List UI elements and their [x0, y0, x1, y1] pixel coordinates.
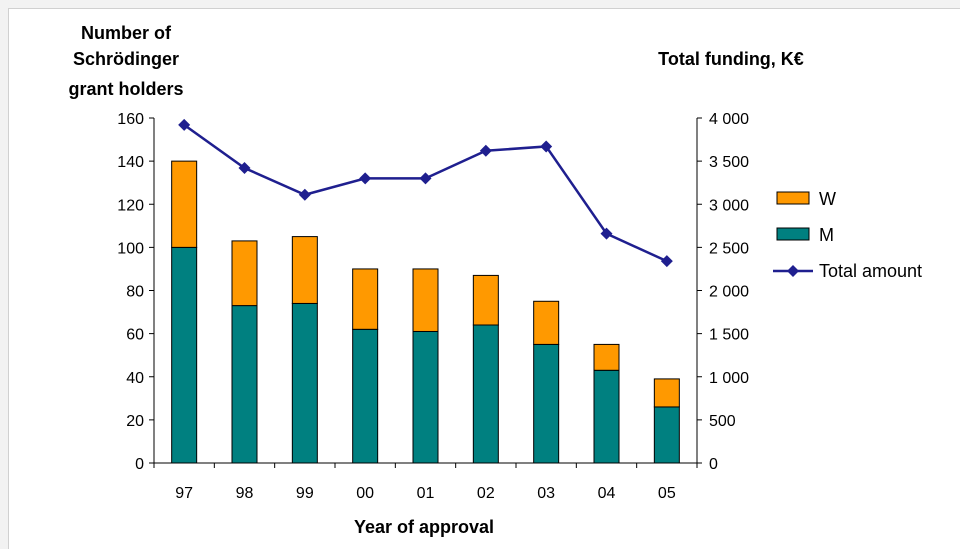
bar-m — [231, 305, 258, 464]
bar-w — [171, 160, 198, 248]
bar-m — [593, 369, 620, 464]
left-tick-label: 0 — [135, 456, 144, 473]
right-tick-label: 0 — [709, 456, 718, 473]
bar-m — [291, 302, 318, 464]
legend-swatch-m — [776, 227, 810, 241]
x-tick-label: 04 — [598, 485, 616, 502]
legend-label: W — [819, 189, 836, 209]
right-tick-label: 1 000 — [709, 370, 749, 387]
bar-w — [653, 378, 680, 408]
total-amount-marker — [479, 144, 492, 157]
legend-marker-swatch — [787, 265, 799, 277]
left-tick-label: 80 — [126, 284, 144, 301]
left-tick-label: 140 — [117, 154, 144, 171]
bar-w — [231, 240, 258, 307]
total-amount-marker — [178, 118, 191, 131]
legend-swatch-w — [776, 191, 810, 205]
legend-label: M — [819, 225, 834, 245]
right-axis-title: Total funding, K€ — [658, 49, 804, 69]
bar-w — [412, 268, 439, 332]
chart-frame: Number of Schrödinger grant holders Tota… — [8, 8, 960, 549]
x-tick-label: 03 — [537, 485, 555, 502]
bar-m — [352, 328, 379, 464]
left-axis-title-line-3: grant holders — [68, 79, 183, 99]
x-tick-label: 05 — [658, 485, 676, 502]
bar-w — [291, 236, 318, 304]
x-tick-label: 97 — [175, 485, 193, 502]
x-tick-label: 98 — [236, 485, 254, 502]
x-tick-label: 02 — [477, 485, 495, 502]
left-tick-label: 40 — [126, 370, 144, 387]
left-axis-title-line-2: Schrödinger — [73, 49, 179, 69]
legend-label: Total amount — [819, 261, 922, 281]
bar-m — [653, 406, 680, 464]
right-tick-label: 500 — [709, 413, 736, 430]
x-tick-label: 01 — [417, 485, 435, 502]
total-amount-marker — [238, 162, 251, 175]
x-tick-label: 00 — [356, 485, 374, 502]
bar-m — [412, 330, 439, 464]
total-amount-marker — [298, 188, 311, 201]
total-amount-marker — [359, 172, 372, 185]
right-tick-label: 3 000 — [709, 197, 749, 214]
left-tick-label: 120 — [117, 197, 144, 214]
bar-w — [472, 274, 499, 326]
bar-m — [171, 246, 198, 464]
bar-m — [472, 324, 499, 464]
legend: WM Total amount — [773, 189, 922, 281]
bar-w — [352, 268, 379, 330]
left-tick-label: 60 — [126, 327, 144, 344]
bar-w — [593, 343, 620, 371]
bar-w — [533, 300, 560, 345]
total-amount-marker — [419, 172, 432, 185]
left-tick-label: 160 — [117, 111, 144, 128]
total-amount-marker — [600, 227, 613, 240]
total-amount-marker — [660, 255, 673, 268]
left-tick-label: 100 — [117, 240, 144, 257]
right-tick-label: 4 000 — [709, 111, 749, 128]
x-tick-label: 99 — [296, 485, 314, 502]
left-axis-title-line-1: Number of — [81, 23, 172, 43]
right-tick-label: 2 000 — [709, 284, 749, 301]
right-tick-label: 1 500 — [709, 327, 749, 344]
total-amount-marker — [540, 140, 553, 153]
x-axis-title: Year of approval — [354, 517, 494, 537]
right-tick-label: 3 500 — [709, 154, 749, 171]
bar-m — [533, 343, 560, 464]
left-tick-label: 20 — [126, 413, 144, 430]
stacked-bar-line-chart: Number of Schrödinger grant holders Tota… — [68, 23, 922, 537]
right-tick-label: 2 500 — [709, 240, 749, 257]
